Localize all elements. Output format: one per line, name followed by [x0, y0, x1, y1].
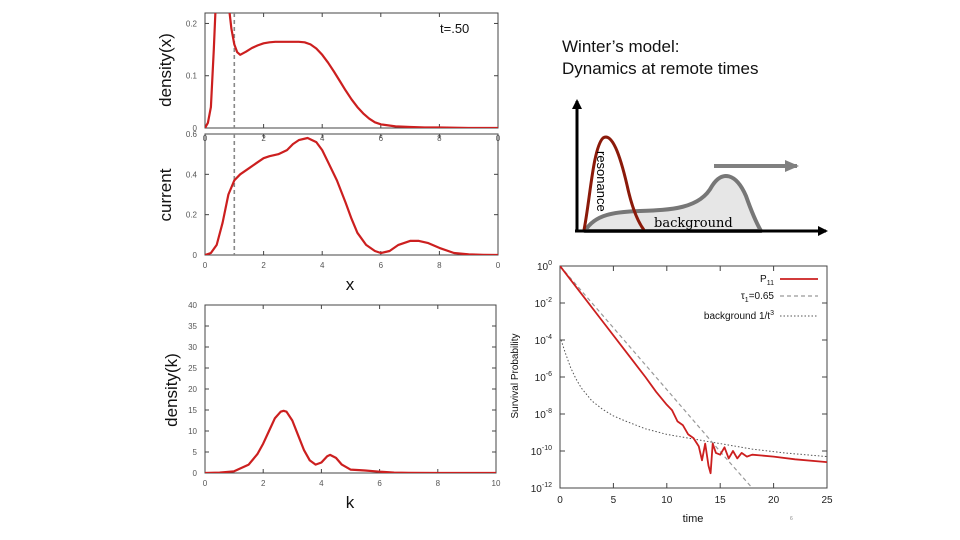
legend-label-base: background 1/t [704, 311, 770, 322]
y-tick-label: 10-6 [535, 371, 552, 384]
y-tick-label: 20 [188, 385, 197, 394]
x-tick-label: 4 [320, 261, 325, 270]
plot-frame [559, 265, 828, 489]
y-tick-label: 10-12 [531, 482, 552, 495]
y-tick-label: 10 [188, 427, 197, 436]
panel-survival: Survival Probability time P11 τ1=0.65 back… [510, 260, 833, 525]
x-tick-label: 15 [715, 495, 727, 506]
y-tick-label: 0 [193, 251, 198, 260]
x-axis-label: k [346, 493, 355, 512]
y-tick-exponent: -10 [542, 445, 552, 452]
x-tick-label: 8 [437, 134, 442, 143]
x-tick-label: 2 [261, 134, 266, 143]
legend-label: background 1/t3 [704, 310, 774, 322]
y-tick-exponent: -8 [546, 408, 552, 415]
slide-title: Winter’s model: Dynamics at remote times [562, 36, 759, 80]
y-axis-label: density(k) [162, 353, 181, 427]
plot-frame [204, 304, 497, 474]
y-tick-label: 0.4 [186, 170, 198, 179]
y-tick-label: 40 [188, 301, 197, 310]
series-line [205, 136, 498, 255]
y-tick-exponent: -6 [546, 371, 552, 378]
x-tick-label: 8 [436, 479, 441, 488]
panel-current: current x 0 0.2 0.4 0.6 0 2 4 6 8 0 [156, 130, 501, 294]
y-tick-label: 100 [537, 260, 552, 273]
x-tick-label: 6 [379, 261, 384, 270]
y-tick-label: 35 [188, 322, 197, 331]
legend-label-sup: 3 [770, 310, 774, 317]
x-axis-label: x [346, 275, 355, 294]
x-tick-label: 5 [611, 495, 617, 506]
slide-title-line-1: Winter’s model: [562, 37, 680, 56]
x-tick-label: 10 [492, 479, 501, 488]
x-tick-label: 0 [496, 261, 501, 270]
panel-density-k: density(k) k 0 5 10 15 20 25 30 35 40 0 2 4 6 8 10 [162, 301, 501, 512]
legend-label-sub: 11 [767, 280, 774, 287]
series-line [560, 339, 827, 458]
y-tick-label: 0 [193, 124, 198, 133]
y-tick-label: 10-4 [535, 334, 552, 347]
plot-frame [204, 12, 499, 129]
background-label: background [654, 216, 733, 231]
y-tick-exponent: -2 [546, 297, 552, 304]
x-tick-label: 0 [203, 261, 208, 270]
legend-label: τ1=0.65 [741, 291, 775, 304]
x-tick-label: 6 [379, 134, 384, 143]
slide-title-line-2: Dynamics at remote times [562, 59, 759, 78]
page-number: 6 [790, 516, 793, 522]
y-tick-exponent: -12 [542, 482, 552, 489]
legend-label-suffix: =0.65 [749, 291, 775, 302]
resonance-label: resonance [594, 151, 609, 212]
y-tick-label: 30 [188, 343, 197, 352]
y-tick-label: 5 [193, 448, 198, 457]
schematic: resonance background [572, 99, 828, 236]
legend-label-base: τ [741, 291, 745, 302]
x-tick-label: 4 [319, 479, 324, 488]
series-line [560, 266, 827, 475]
y-tick-label: 0.6 [186, 130, 198, 139]
legend-label-base: P [760, 274, 767, 285]
x-tick-label: 4 [320, 134, 325, 143]
series-line [205, 13, 498, 128]
x-tick-label: 10 [661, 495, 673, 506]
x-axis-label: time [683, 513, 704, 525]
resonance-peak [582, 135, 646, 231]
y-tick-label: 10-8 [535, 408, 552, 421]
y-tick-label: 0.2 [186, 19, 198, 28]
x-tick-label: 0 [203, 479, 208, 488]
annotation-time: t=.50 [440, 21, 469, 36]
y-axis-label: Survival Probability [510, 333, 521, 418]
legend: P11 τ1=0.65 background 1/t3 [704, 274, 818, 322]
y-tick-label: 25 [188, 364, 197, 373]
background-bump [583, 174, 763, 233]
series-line [560, 266, 753, 488]
y-tick-label: 0.1 [186, 72, 198, 81]
x-tick-label: 20 [768, 495, 780, 506]
legend-label: P11 [760, 274, 774, 287]
y-tick-label: 15 [188, 406, 197, 415]
y-tick-exponent: -4 [546, 334, 552, 341]
panel-density-x: density(x) t=.50 00.10.20 2 4 6 8 0 [156, 12, 501, 143]
y-axis-label: current [156, 168, 175, 221]
y-tick-label: 10-2 [535, 297, 552, 310]
x-tick-label: 2 [261, 479, 266, 488]
y-axis-label: density(x) [156, 33, 175, 107]
y-tick-label: 0 [193, 469, 198, 478]
legend-label-sub: 1 [745, 297, 749, 304]
y-tick-label: 0.2 [186, 211, 198, 220]
plot-frame [204, 133, 499, 256]
x-tick-label: 8 [437, 261, 442, 270]
y-tick-exponent: 0 [548, 260, 552, 267]
x-tick-label: 25 [821, 495, 833, 506]
series-line [205, 409, 496, 473]
x-tick-label: 0 [557, 495, 563, 506]
y-tick-label: 10-10 [531, 445, 552, 458]
x-tick-label: 2 [261, 261, 266, 270]
x-tick-label: 6 [377, 479, 382, 488]
